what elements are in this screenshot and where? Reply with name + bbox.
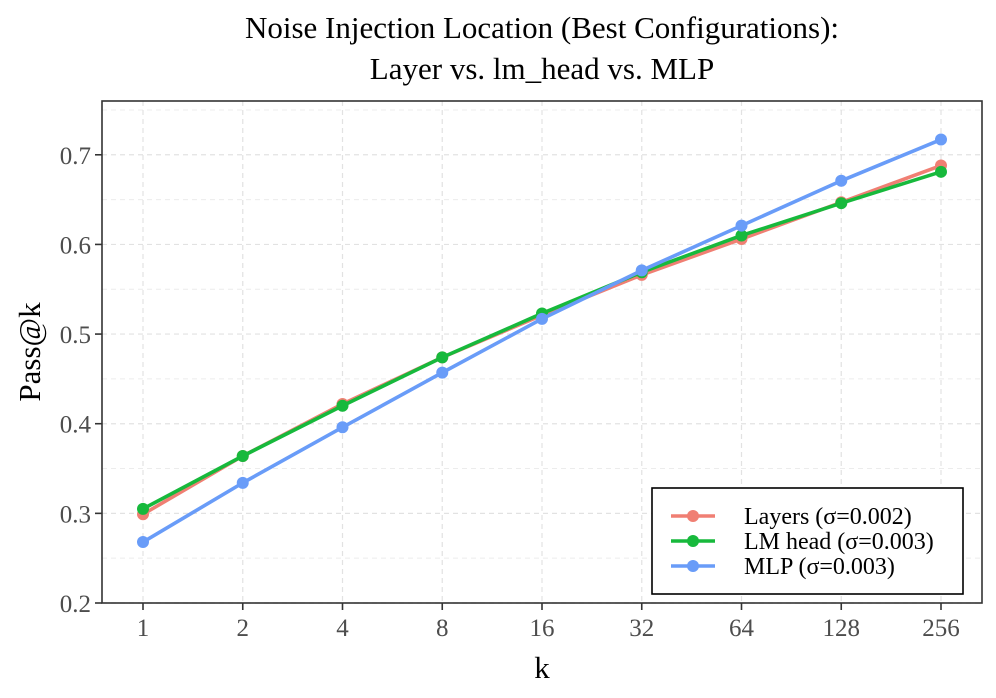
x-tick-label: 2: [237, 615, 250, 642]
series-3-point: [336, 421, 349, 434]
series-3-point: [835, 174, 848, 187]
series-2-point: [236, 449, 249, 462]
series-2-point: [137, 502, 149, 515]
legend: Layers (σ=0.002)LM head (σ=0.003)MLP (σ=…: [651, 487, 964, 595]
y-tick-label: 0.4: [60, 412, 92, 439]
series-3-point: [935, 133, 947, 146]
axes: 0.2 0.3 0.4 0.5 0.6 0.7 1 2 4 8 16 32 64 128 256: [60, 143, 960, 642]
x-tick-label: 4: [336, 615, 349, 642]
series-layer: [137, 133, 947, 549]
x-tick-label: 1: [137, 615, 150, 642]
y-tick-label: 0.6: [60, 232, 91, 259]
x-tick-label: 64: [729, 615, 755, 642]
legend-label-3: MLP (σ=0.003): [744, 554, 895, 580]
y-tick-label: 0.5: [60, 322, 91, 349]
chart-title: Noise Injection Location (Best Configura…: [245, 10, 839, 45]
series-3-point: [536, 312, 548, 325]
series-2-point: [336, 399, 349, 412]
series-2-point: [735, 229, 748, 242]
x-tick-label: 8: [436, 615, 449, 642]
y-tick-label: 0.3: [60, 501, 91, 528]
x-tick-label: 128: [823, 615, 861, 642]
series-3-point: [635, 264, 648, 277]
series-3-point: [735, 219, 748, 232]
x-tick-label: 32: [629, 615, 654, 642]
legend-label-2: LM head (σ=0.003): [744, 529, 934, 555]
legend-marker-2: [687, 535, 699, 547]
x-tick-label: 16: [530, 615, 555, 642]
series-3-point: [436, 366, 449, 379]
series-2-point: [835, 197, 848, 210]
y-tick-label: 0.2: [60, 591, 91, 618]
grid: [102, 101, 982, 604]
legend-marker-1: [687, 510, 699, 522]
legend-marker-3: [687, 560, 699, 572]
y-tick-label: 0.7: [60, 143, 91, 170]
series-3-point: [137, 536, 149, 549]
legend-label-1: Layers (σ=0.002): [744, 504, 912, 530]
series-3-point: [236, 476, 249, 489]
chart-subtitle: Layer vs. lm_head vs. MLP: [370, 51, 714, 86]
series-2-point: [436, 351, 449, 364]
series-2-point: [935, 165, 947, 178]
x-tick-label: 256: [922, 615, 960, 642]
x-axis-title: k: [534, 650, 550, 685]
y-axis-title: Pass@k: [12, 302, 47, 402]
